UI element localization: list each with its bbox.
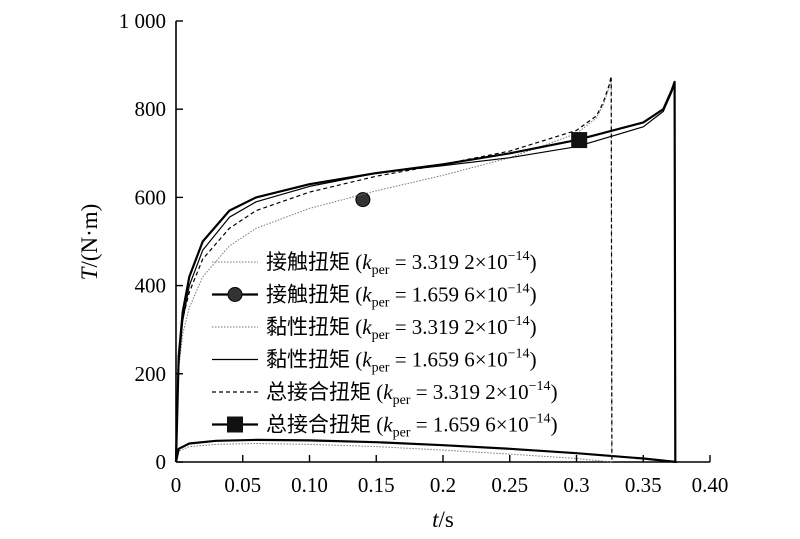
series-line-6 <box>174 80 677 463</box>
legend-k: k <box>362 315 372 339</box>
legend-suffix: ) <box>551 413 558 437</box>
legend-mid: = 1.659 6×10 <box>389 283 507 307</box>
legend-mid: = 1.659 6×10 <box>389 348 507 372</box>
legend-sup: −14 <box>508 249 530 264</box>
legend-prefix: 接触扭矩 ( <box>266 250 362 274</box>
legend-entry-3: 黏性扭矩 (kper = 3.319 2×10−14) <box>266 314 537 343</box>
x-tick-label: 0.25 <box>491 473 528 497</box>
legend-k: k <box>362 250 372 274</box>
y-tick-label: 800 <box>135 97 167 121</box>
legend-mid: = 3.319 2×10 <box>389 250 507 274</box>
x-tick-label: 0.05 <box>224 473 261 497</box>
y-tick-label: 600 <box>135 185 167 209</box>
legend-mid: = 3.319 2×10 <box>389 315 507 339</box>
legend-sup: −14 <box>508 314 530 329</box>
legend-prefix: 黏性扭矩 ( <box>266 315 362 339</box>
ticks: 0 0.05 0.10 0.15 0.2 0.25 0.3 0.35 0.40 0 200 400 60… <box>119 9 729 497</box>
legend-suffix: ) <box>530 283 537 307</box>
legend-sub: per <box>372 361 390 376</box>
legend-marker-2 <box>227 287 243 302</box>
legend-k: k <box>383 380 393 404</box>
x-tick-label: 0.3 <box>563 473 589 497</box>
y-axis-label-var: T <box>77 265 102 280</box>
legend: 接触扭矩 (kper = 3.319 2×10−14)接触扭矩 (kper = … <box>212 249 558 441</box>
legend-mid: = 3.319 2×10 <box>410 380 528 404</box>
x-tick-label: 0.2 <box>430 473 456 497</box>
legend-sub: per <box>393 393 411 408</box>
legend-prefix: 总接合扭矩 ( <box>266 413 383 437</box>
y-tick-label: 400 <box>135 274 167 298</box>
y-tick-label: 200 <box>135 362 167 386</box>
legend-marker-6 <box>227 416 243 433</box>
y-axis-label-unit: /(N·m) <box>77 204 102 268</box>
series-layer <box>174 75 677 464</box>
legend-mid: = 1.659 6×10 <box>410 413 528 437</box>
legend-k: k <box>362 283 372 307</box>
legend-sub: per <box>372 263 390 278</box>
series-line-2 <box>174 438 677 464</box>
legend-entry-5: 总接合扭矩 (kper = 3.319 2×10−14) <box>266 379 558 408</box>
legend-sub: per <box>372 328 390 343</box>
legend-prefix: 接触扭矩 ( <box>266 283 362 307</box>
x-axis-label-unit: /s <box>439 507 454 532</box>
legend-sup: −14 <box>508 282 530 297</box>
legend-suffix: ) <box>530 250 537 274</box>
x-axis-label: t/s <box>432 507 454 532</box>
y-tick-label: 0 <box>156 450 167 474</box>
legend-k: k <box>383 413 393 437</box>
x-tick-label: 0.10 <box>291 473 328 497</box>
x-tick-label: 0.35 <box>625 473 662 497</box>
legend-prefix: 总接合扭矩 ( <box>266 380 383 404</box>
legend-sub: per <box>393 426 411 441</box>
legend-suffix: ) <box>530 348 537 372</box>
x-tick-label: 0.15 <box>358 473 395 497</box>
series-marker-2 <box>355 192 371 208</box>
series-line-3 <box>175 77 613 463</box>
legend-sub: per <box>372 296 390 311</box>
legend-k: k <box>362 348 372 372</box>
legend-entry-4: 黏性扭矩 (kper = 1.659 6×10−14) <box>266 347 537 376</box>
legend-entry-6: 总接合扭矩 (kper = 1.659 6×10−14) <box>266 412 558 441</box>
legend-sup: −14 <box>529 379 551 394</box>
y-axis-label: T/(N·m) <box>77 204 102 281</box>
legend-suffix: ) <box>530 315 537 339</box>
legend-prefix: 黏性扭矩 ( <box>266 348 362 372</box>
series-line-1 <box>175 443 612 463</box>
y-tick-label: 1 000 <box>119 9 166 33</box>
legend-entry-2: 接触扭矩 (kper = 1.659 6×10−14) <box>266 282 537 311</box>
legend-sup: −14 <box>529 412 551 427</box>
legend-sup: −14 <box>508 347 530 362</box>
x-axis-label-var: t <box>432 507 439 532</box>
legend-entry-1: 接触扭矩 (kper = 3.319 2×10−14) <box>266 249 537 278</box>
series-line-5 <box>175 75 613 463</box>
series-marker-6 <box>571 132 588 149</box>
legend-suffix: ) <box>551 380 558 404</box>
x-tick-label: 0.40 <box>692 473 729 497</box>
x-tick-label: 0 <box>171 473 182 497</box>
